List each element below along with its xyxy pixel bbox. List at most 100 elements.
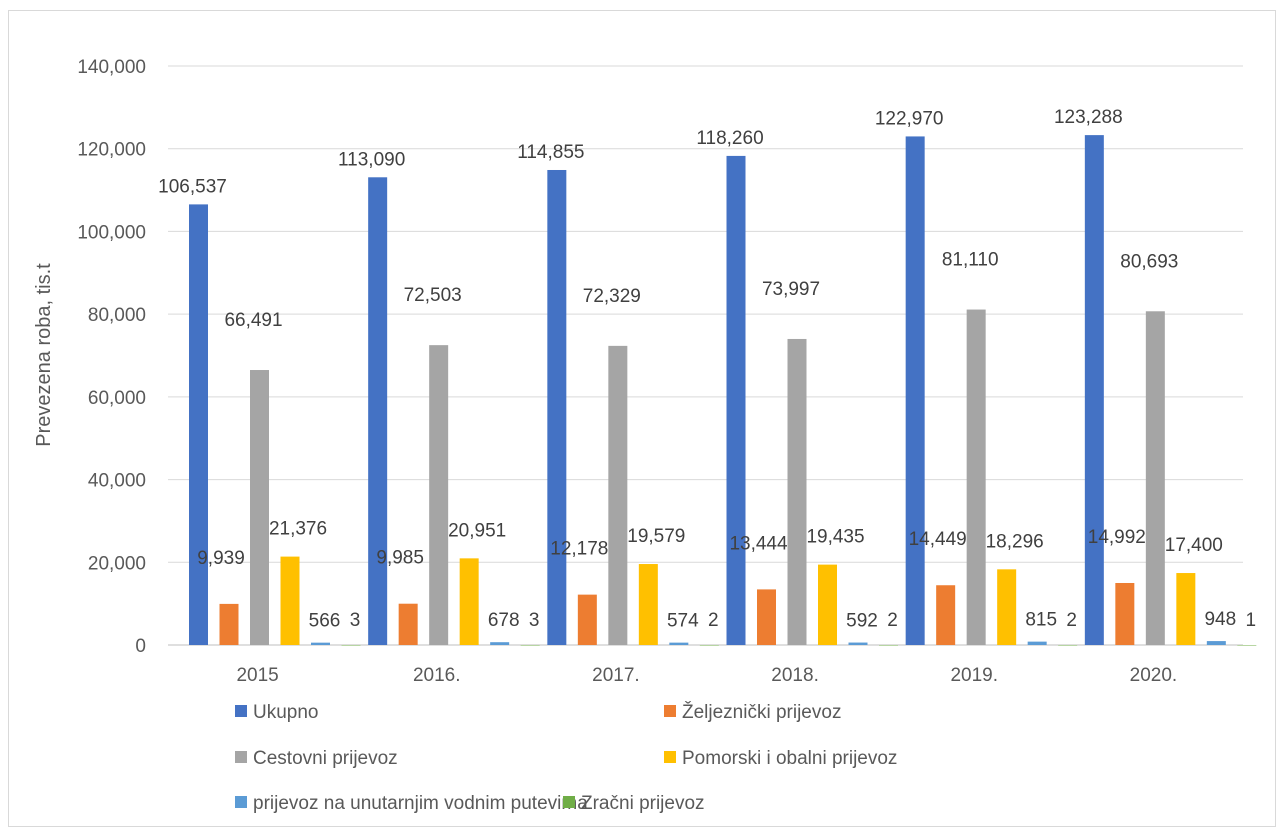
data-label: 2	[887, 610, 898, 631]
bar	[311, 642, 330, 645]
data-label: 21,376	[269, 519, 327, 540]
y-tick-label: 20,000	[88, 553, 146, 574]
data-label: 12,178	[550, 539, 608, 560]
bar	[547, 169, 567, 645]
x-axis-tick-labels: 2015 2016. 2017. 2018. 2019. 2020.	[236, 665, 1177, 686]
y-tick-label: 0	[135, 636, 146, 657]
data-label: 66,491	[224, 310, 282, 331]
bar	[997, 569, 1017, 645]
bar	[398, 603, 418, 645]
bar	[669, 642, 689, 645]
data-label: 948	[1204, 609, 1236, 630]
data-label: 106,537	[158, 176, 227, 197]
chart-frame	[8, 10, 1276, 827]
data-label: 13,444	[729, 533, 788, 554]
data-labels: 106,537 9,939 66,491 21,376 566 3 113,090 9,985…	[158, 107, 1256, 632]
data-label: 815	[1025, 610, 1057, 631]
data-label: 574	[667, 611, 699, 632]
bar	[1084, 135, 1104, 645]
data-label: 1	[1246, 610, 1257, 631]
legend-swatch	[664, 705, 676, 717]
y-tick-label: 40,000	[88, 471, 146, 492]
x-tick-label: 2020.	[1130, 665, 1178, 686]
data-label: 3	[529, 610, 540, 631]
bar	[1145, 311, 1165, 645]
bar	[699, 644, 719, 646]
bar	[429, 345, 449, 645]
bar	[1027, 641, 1047, 645]
legend-label: Ukupno	[253, 702, 319, 723]
data-label: 2	[1066, 610, 1077, 631]
data-label: 592	[846, 611, 878, 632]
bar	[189, 204, 208, 645]
data-label: 81,110	[942, 250, 999, 271]
data-label: 17,400	[1165, 535, 1223, 556]
data-label: 566	[309, 611, 341, 632]
legend-swatch	[664, 751, 676, 763]
data-label: 118,260	[696, 128, 763, 149]
y-tick-label: 120,000	[77, 140, 146, 161]
data-label: 113,090	[338, 149, 405, 170]
legend-label: Zračni prijevoz	[581, 793, 705, 814]
legend-label: Željeznički prijevoz	[682, 701, 841, 723]
x-tick-label: 2018.	[771, 665, 819, 686]
bar	[848, 642, 868, 645]
data-label: 72,503	[404, 285, 462, 306]
data-label: 3	[350, 610, 361, 631]
bar	[726, 155, 746, 645]
x-tick-label: 2019.	[950, 665, 998, 686]
x-tick-label: 2015	[236, 665, 278, 686]
legend-swatch	[235, 796, 247, 808]
legend-label: prijevoz na unutarnjim vodnim putevima	[253, 793, 588, 814]
bar	[905, 136, 925, 645]
y-tick-label: 60,000	[88, 388, 146, 409]
bar	[1176, 573, 1196, 645]
bar	[879, 644, 898, 646]
bar	[1237, 644, 1257, 646]
bar	[520, 644, 540, 646]
data-label: 20,951	[448, 520, 506, 541]
y-axis-title: Prevezena roba, tis.t	[33, 263, 55, 447]
data-label: 19,579	[627, 526, 685, 547]
data-label: 73,997	[762, 279, 820, 300]
bar	[818, 564, 837, 645]
data-label: 14,992	[1088, 527, 1146, 548]
bar	[219, 603, 239, 645]
x-tick-label: 2017.	[592, 665, 640, 686]
legend-swatch	[563, 796, 575, 808]
data-label: 123,288	[1054, 107, 1123, 128]
data-label: 72,329	[583, 286, 641, 307]
bar	[638, 564, 658, 645]
bar	[490, 642, 510, 645]
bar	[966, 309, 986, 645]
y-tick-label: 140,000	[77, 57, 146, 78]
legend-swatch	[235, 705, 247, 717]
bar	[459, 558, 479, 645]
bars	[189, 135, 1257, 646]
data-label: 9,939	[197, 548, 245, 569]
data-label: 18,296	[986, 531, 1044, 552]
data-label: 678	[488, 610, 520, 631]
y-axis-tick-labels: 0 20,000 40,000 60,000 80,000 100,000 120,000 1…	[77, 57, 146, 657]
legend: Ukupno Željeznički prijevoz Cestovni prije…	[235, 701, 897, 814]
legend-label: Pomorski i obalni prijevoz	[682, 748, 897, 769]
legend-swatch	[235, 751, 247, 763]
bar	[936, 585, 956, 645]
legend-label: Cestovni prijevoz	[253, 748, 398, 769]
bar	[341, 644, 361, 646]
gridlines	[168, 65, 1243, 646]
bar	[787, 338, 807, 645]
data-label: 19,435	[806, 527, 864, 548]
bar	[757, 589, 776, 645]
bar	[280, 556, 300, 645]
y-tick-label: 100,000	[77, 222, 146, 243]
x-tick-label: 2016.	[413, 665, 461, 686]
data-label: 9,985	[376, 548, 424, 569]
data-label: 114,855	[517, 142, 584, 163]
bar	[250, 370, 269, 645]
bar	[368, 177, 388, 646]
bar	[577, 594, 597, 645]
bar	[608, 345, 628, 645]
bar	[1058, 644, 1078, 646]
